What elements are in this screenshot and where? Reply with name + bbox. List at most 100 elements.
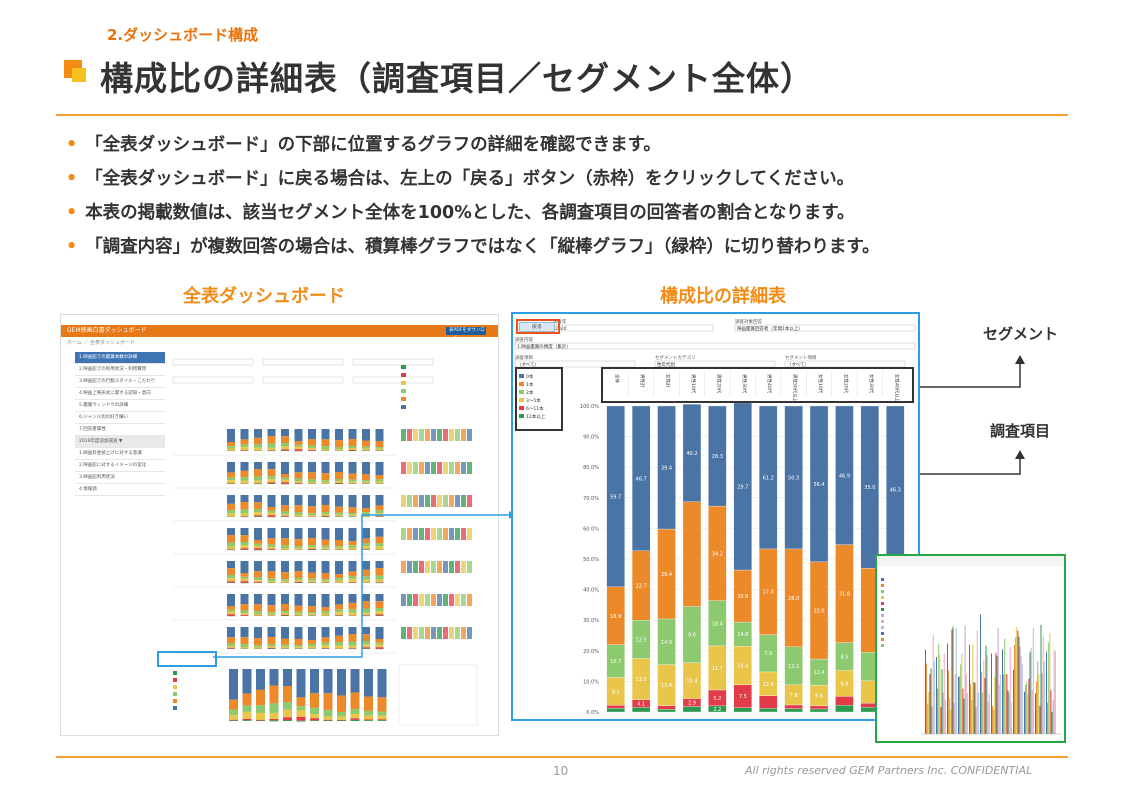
mini-legend-swatch [401,389,406,393]
mini-bar-segment [227,606,235,610]
bottom-bar-segment [283,709,292,718]
mini-bar-segment [281,561,289,573]
mini-bar-segment [335,447,343,450]
mini-bar-segment [362,594,370,602]
dashboard-sidebar: 1.映画館での鑑賞本数の詳細 2.映画館での利用状況・利用費用 3.映画館での行動ス… [75,352,165,496]
mini-bar-segment [227,535,235,543]
bar-segment [784,405,803,550]
mini-bar-segment [308,545,316,548]
data-label: 29.7 [737,484,748,490]
legend-swatch [519,390,524,394]
mini-bar-segment [254,577,262,581]
sidebar-item[interactable]: 7.回答者属性 [75,424,165,436]
sidebar-item[interactable]: 1.映画館での鑑賞本数の詳細 [75,352,165,364]
mini-strip [401,429,406,441]
mini-column [1039,705,1041,734]
column-header: 女性20代 [842,374,849,394]
mini-bar-segment [375,611,384,615]
detail-link-highlight[interactable] [157,651,217,667]
mini-column [1019,646,1021,734]
data-label: 5.2 [713,696,721,702]
mini-bar-segment [254,502,262,509]
back-button[interactable]: 戻る [519,322,555,332]
mini-column [982,692,984,734]
sidebar-item[interactable]: 3.映画館利用状況 [75,472,165,484]
mini-bar-segment [321,504,330,513]
bullet-item: • 「全表ダッシュボード」の下部に位置するグラフの詳細を確認できます。 [66,128,1076,162]
mini-bar-segment [254,476,262,481]
mini-bar-segment [267,462,276,470]
sidebar-item[interactable]: 1.映画料金値上げに対する意識 [75,448,165,460]
mini-bar-segment [362,462,370,474]
mini-bar-segment [308,627,316,641]
mini-bar-segment [362,640,370,645]
mini-bar-segment [267,429,276,437]
sidebar-item[interactable]: 4.情報源 [75,484,165,496]
mini-bar-segment [281,511,289,515]
bottom-bar-segment [364,710,373,716]
mini-bar-segment [308,513,316,516]
mini-bar-segment [362,576,370,580]
sidebar-item[interactable]: 5.鑑賞ウィンドウの詳細 [75,400,165,412]
mini-bar-segment [254,581,262,583]
mini-strip [461,429,466,441]
mini-bar-segment [240,439,249,445]
mini-bar-segment [267,450,276,451]
sidebar-item[interactable]: 4.映画上映形式に関する認知・意向 [75,388,165,400]
mini-strip [419,495,424,507]
sidebar-item[interactable]: 3.映画館での行動スタイル・こだわり [75,376,165,388]
mini-column [999,674,1001,734]
filter-box [262,376,344,384]
mini-bar-segment [375,627,384,640]
y-tick-label: 70.0% [583,496,599,502]
mini-strip [455,561,460,573]
mini-strip [407,462,412,474]
bottom-bar-segment [256,689,265,706]
download-pdf-button[interactable]: 表PDFをダウンロード [446,327,486,341]
mini-strip [437,627,442,639]
mini-column [988,693,990,734]
sidebar-item[interactable]: 2.映画館に対するイメージの変化 [75,460,165,472]
mini-bar-segment [308,479,316,483]
mini-bar-segment [267,581,276,583]
mini-bar-segment [281,515,289,517]
mini-bar-segment [240,429,249,440]
mini-bar-segment [308,482,316,484]
bar-segment [759,708,778,713]
mini-bar-segment [362,429,370,441]
mini-bar-segment [294,645,303,647]
mini-bar-segment [321,462,330,474]
mini-bar-segment [321,545,330,548]
mini-column [984,677,986,734]
mini-bar-segment [281,462,289,475]
mini-bar-segment [308,495,316,507]
mini-column [1018,636,1020,734]
mini-column [1037,661,1039,734]
mini-legend-swatch [881,602,884,605]
mini-bar-segment [254,480,262,484]
mini-strip [461,561,466,573]
mini-bar-segment [335,627,343,636]
mini-bar-segment [281,474,289,478]
mini-strip [401,627,406,639]
mini-column [1026,681,1028,734]
mini-bar-segment [348,645,357,649]
mini-strip [401,594,406,606]
sidebar-item[interactable]: 2.映画館での利用状況・利用費用 [75,364,165,376]
mini-strip [431,528,436,540]
mini-bar-segment [227,528,235,536]
sidebar-item[interactable]: 6.ジャンル別の好き嫌い [75,412,165,424]
mini-bar-segment [267,443,276,448]
y-tick-label: 100.0% [580,404,599,410]
bottom-bar-segment [269,719,279,721]
mini-bar-segment [321,480,330,483]
mini-strip [413,495,418,507]
mini-bar-segment [308,429,316,440]
mini-bar-segment [227,549,235,550]
mini-bar-segment [348,446,357,449]
mini-bar-segment [240,495,249,503]
sidebar-item[interactable]: 2019年度追加調査 ▼ [75,436,165,448]
data-label: 9.1 [612,689,620,695]
filter-value: 2020 [555,326,567,332]
mini-bar-segment [348,513,357,515]
